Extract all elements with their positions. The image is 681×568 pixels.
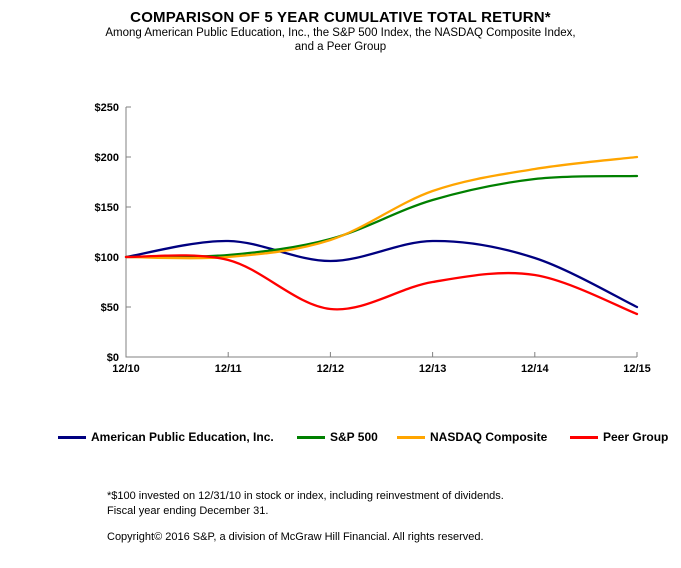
legend-swatch-nasdaq-composite: [397, 435, 425, 439]
footnote-line1: *$100 invested on 12/31/10 in stock or i…: [107, 490, 504, 502]
y-tick-label: $100: [95, 252, 119, 264]
line-chart: $0 $50 $100 $150 $200 $250 12/10 12/11 12/12 12/1…: [95, 102, 651, 375]
series-line-peer-group: [124, 254, 639, 316]
x-tick-label: 12/15: [623, 363, 651, 375]
chart-title: COMPARISON OF 5 YEAR CUMULATIVE TOTAL RE…: [130, 9, 551, 26]
legend-label-american-public-education-inc: American Public Education, Inc.: [91, 430, 274, 444]
legend-item-american-public-education-inc: American Public Education, Inc.: [58, 428, 274, 446]
axis-lines: [125, 107, 637, 358]
y-tick-label: $0: [107, 352, 119, 364]
copyright-line: Copyright© 2016 S&P, a division of McGra…: [107, 531, 484, 543]
chart-legend: American Public Education, Inc. S&P 500 NA…: [0, 428, 681, 448]
legend-label-nasdaq-composite: NASDAQ Composite: [430, 430, 548, 444]
y-tick-label: $200: [95, 152, 119, 164]
legend-item-s-p-500: S&P 500: [297, 428, 378, 446]
y-tick-label: $250: [95, 102, 119, 114]
legend-label-s-p-500: S&P 500: [330, 430, 378, 444]
legend-swatch-s-p-500: [297, 435, 325, 439]
legend-item-peer-group: Peer Group: [570, 428, 668, 446]
legend-item-nasdaq-composite: NASDAQ Composite: [397, 428, 547, 446]
series-line-american-public-education-inc: [124, 239, 639, 309]
y-tick-label: $50: [101, 302, 119, 314]
legend-label-peer-group: Peer Group: [603, 430, 669, 444]
chart-subtitle-line2: and a Peer Group: [294, 41, 387, 53]
x-tick-label: 12/11: [215, 363, 242, 375]
footnotes: *$100 invested on 12/31/10 in stock or i…: [107, 489, 504, 519]
chart-header: COMPARISON OF 5 YEAR CUMULATIVE TOTAL RE…: [0, 9, 681, 54]
series-line-s-p-500: [124, 174, 639, 259]
legend-swatch-peer-group: [570, 435, 598, 439]
x-tick-label: 12/12: [317, 363, 345, 375]
chart-subtitle-line1: Among American Public Education, Inc., t…: [105, 27, 576, 39]
x-tick-label: 12/10: [112, 363, 140, 375]
footnote-line2: Fiscal year ending December 31.: [107, 505, 269, 517]
x-tick-label: 12/13: [419, 363, 447, 375]
x-tick-label: 12/14: [521, 363, 549, 375]
y-tick-label: $150: [95, 202, 119, 214]
legend-swatch-american-public-education-inc: [58, 435, 86, 439]
